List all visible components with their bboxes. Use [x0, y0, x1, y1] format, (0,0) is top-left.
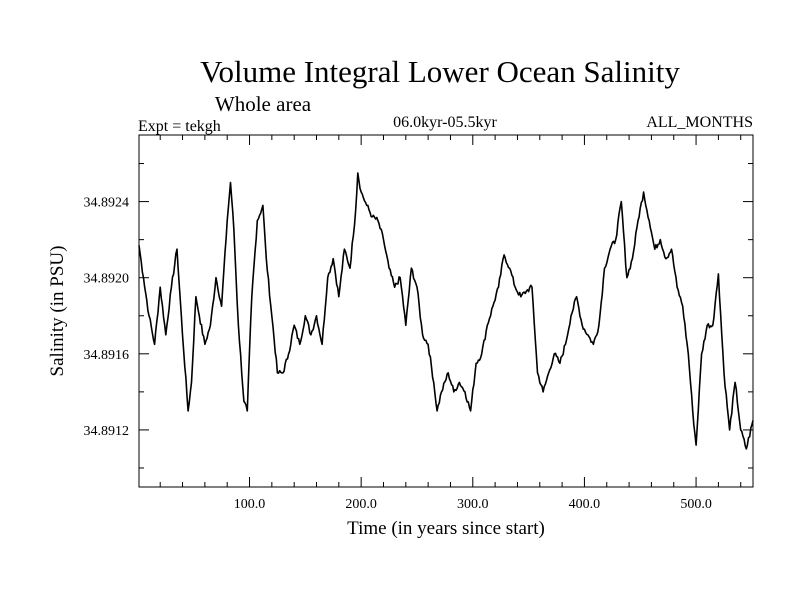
- plot-frame: [138, 134, 754, 488]
- x-tick-label: 100.0: [234, 497, 266, 512]
- y-tick-label: 34.8912: [84, 424, 130, 439]
- axis-tick-labels: 100.0 200.0 300.0 400.0 500.0 34.8912 34.8916 3…: [84, 196, 712, 512]
- period-label: 06.0kyr-05.5kyr: [393, 114, 497, 131]
- y-tick-label: 34.8924: [84, 196, 130, 211]
- chart-title: Volume Integral Lower Ocean Salinity: [200, 54, 680, 89]
- series-line-salinity: [138, 172, 754, 450]
- x-tick-label: 400.0: [569, 497, 601, 512]
- y-tick-label: 34.8920: [84, 272, 130, 287]
- y-tick-label: 34.8916: [84, 348, 130, 363]
- x-tick-label: 300.0: [457, 497, 489, 512]
- y-axis-label: Salinity (in PSU): [47, 246, 68, 377]
- chart-subtitle: Whole area: [215, 92, 312, 116]
- experiment-label: Expt = tekgh: [138, 118, 221, 135]
- x-tick-label: 200.0: [345, 497, 377, 512]
- months-label: ALL_MONTHS: [646, 114, 753, 131]
- x-tick-label: 500.0: [680, 497, 712, 512]
- axis-ticks: [139, 135, 753, 487]
- x-axis-label: Time (in years since start): [347, 518, 545, 539]
